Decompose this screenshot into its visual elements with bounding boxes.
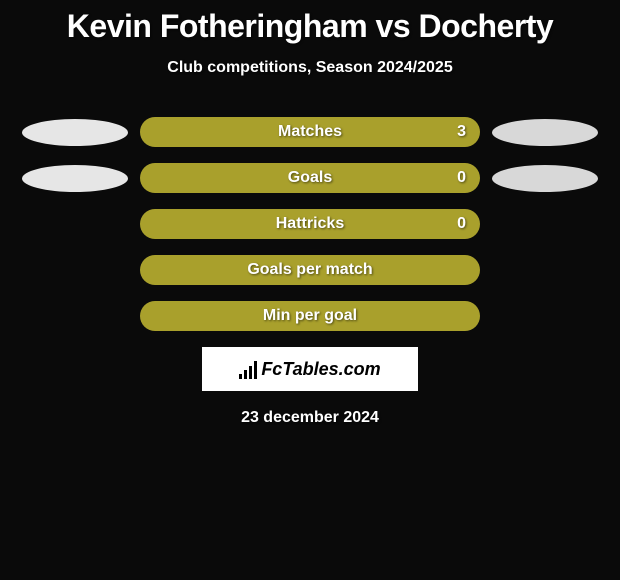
left-token-slot — [10, 161, 140, 195]
stat-row: Min per goal — [0, 299, 620, 333]
left-token-slot — [10, 207, 140, 241]
footer-date: 23 december 2024 — [0, 409, 620, 427]
stat-row: Hattricks0 — [0, 207, 620, 241]
page-title: Kevin Fotheringham vs Docherty — [0, 8, 620, 45]
brand-name: FcTables.com — [261, 359, 380, 380]
brand-logo-box: FcTables.com — [202, 347, 418, 391]
stat-pill: Matches3 — [140, 117, 480, 147]
right-token-slot — [480, 115, 610, 149]
player-left-ellipse-icon — [22, 119, 128, 146]
stat-value: 0 — [457, 169, 466, 187]
brand-logo: FcTables.com — [239, 359, 380, 380]
comparison-card: Kevin Fotheringham vs Docherty Club comp… — [0, 0, 620, 580]
chart-bars-icon — [239, 359, 257, 379]
stats-rows: Matches3Goals0Hattricks0Goals per matchM… — [0, 115, 620, 333]
player-left-ellipse-icon — [22, 165, 128, 192]
left-token-slot — [10, 299, 140, 333]
right-token-slot — [480, 253, 610, 287]
stat-value: 3 — [457, 123, 466, 141]
player-right-ellipse-icon — [492, 165, 598, 192]
stat-label: Goals per match — [140, 261, 480, 279]
stat-value: 0 — [457, 215, 466, 233]
stat-label: Goals — [140, 169, 480, 187]
left-token-slot — [10, 115, 140, 149]
stat-pill: Hattricks0 — [140, 209, 480, 239]
left-token-slot — [10, 253, 140, 287]
subtitle: Club competitions, Season 2024/2025 — [0, 59, 620, 77]
right-token-slot — [480, 161, 610, 195]
logo-bar-icon — [239, 374, 242, 379]
logo-bar-icon — [249, 366, 252, 379]
stat-row: Goals per match — [0, 253, 620, 287]
stat-row: Goals0 — [0, 161, 620, 195]
stat-label: Matches — [140, 123, 480, 141]
right-token-slot — [480, 207, 610, 241]
stat-pill: Goals0 — [140, 163, 480, 193]
stat-label: Hattricks — [140, 215, 480, 233]
stat-row: Matches3 — [0, 115, 620, 149]
player-right-ellipse-icon — [492, 119, 598, 146]
stat-pill: Min per goal — [140, 301, 480, 331]
stat-label: Min per goal — [140, 307, 480, 325]
stat-pill: Goals per match — [140, 255, 480, 285]
logo-bar-icon — [244, 370, 247, 379]
right-token-slot — [480, 299, 610, 333]
logo-bar-icon — [254, 361, 257, 379]
